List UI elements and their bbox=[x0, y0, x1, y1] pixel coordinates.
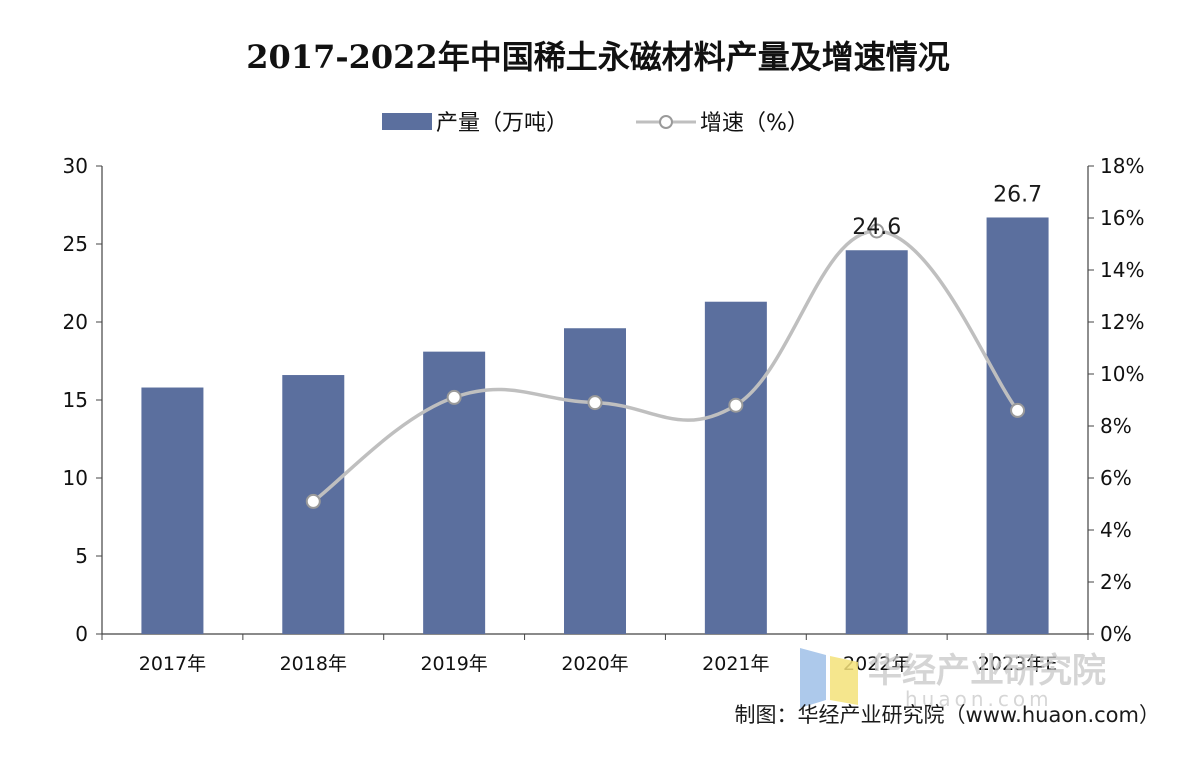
growth-point bbox=[587, 395, 603, 411]
bar-data-label: 24.6 bbox=[852, 215, 901, 240]
right-tick-label: 10% bbox=[1100, 362, 1144, 386]
watermark-logo-icon bbox=[800, 648, 826, 708]
production-bar bbox=[141, 387, 204, 634]
right-tick-label: 4% bbox=[1100, 518, 1132, 542]
growth-line bbox=[312, 229, 1019, 503]
category-label: 2023年E bbox=[978, 653, 1057, 675]
left-tick-label: 20 bbox=[63, 310, 88, 334]
growth-point bbox=[446, 389, 462, 405]
bar-data-label: 26.7 bbox=[993, 182, 1042, 207]
category-label: 2020年 bbox=[561, 653, 628, 675]
source-note: 制图：华经产业研究院（www.huaon.com） bbox=[735, 703, 1160, 727]
left-tick-label: 30 bbox=[63, 154, 88, 178]
legend-marker-growth bbox=[659, 115, 673, 129]
right-tick-label: 14% bbox=[1100, 258, 1144, 282]
production-bar bbox=[564, 328, 626, 634]
category-label: 2021年 bbox=[702, 653, 769, 675]
legend-swatch-production bbox=[382, 113, 432, 130]
category-label: 2018年 bbox=[280, 653, 347, 675]
growth-point bbox=[305, 493, 321, 509]
data-labels: 24.6 26.7 bbox=[852, 182, 1042, 240]
right-tick-label: 12% bbox=[1100, 310, 1144, 334]
right-tick-label: 16% bbox=[1100, 206, 1144, 230]
growth-point bbox=[728, 397, 744, 413]
right-tick-label: 0% bbox=[1100, 622, 1132, 646]
legend: 产量（万吨） 增速（%） bbox=[382, 111, 809, 136]
left-tick-label: 5 bbox=[75, 544, 88, 568]
left-tick-label: 15 bbox=[63, 388, 88, 412]
category-label: 2019年 bbox=[420, 653, 487, 675]
legend-label-production: 产量（万吨） bbox=[436, 111, 568, 136]
chart-title: 2017-2022年中国稀土永磁材料产量及增速情况 bbox=[246, 38, 949, 76]
right-tick-label: 6% bbox=[1100, 466, 1132, 490]
left-tick-label: 0 bbox=[75, 622, 88, 646]
left-tick-label: 25 bbox=[63, 232, 88, 256]
growth-line-series bbox=[305, 223, 1026, 509]
watermark-name: 华经产业研究院 bbox=[868, 651, 1106, 691]
right-tick-label: 8% bbox=[1100, 414, 1132, 438]
right-tick-label: 2% bbox=[1100, 570, 1132, 594]
left-tick-label: 10 bbox=[63, 466, 88, 490]
bar-series bbox=[141, 217, 1049, 635]
right-axis-ticks: 0% 2% 4% 6% 8% 10% 12% 14% 16% 18% bbox=[1088, 154, 1144, 646]
category-label: 2017年 bbox=[139, 653, 206, 675]
growth-point bbox=[1010, 402, 1026, 418]
production-bar bbox=[986, 217, 1049, 635]
left-axis-ticks: 0 5 10 15 20 25 30 bbox=[63, 154, 102, 646]
production-bar bbox=[845, 250, 908, 635]
growth-point bbox=[869, 223, 885, 239]
right-tick-label: 18% bbox=[1100, 154, 1144, 178]
watermark-domain: huaon.com bbox=[905, 687, 1053, 711]
legend-label-growth: 增速（%） bbox=[700, 111, 809, 136]
watermark: 华经产业研究院 huaon.com bbox=[800, 648, 1106, 711]
production-bar bbox=[704, 301, 767, 634]
category-axis-ticks: 2017年 2018年 2019年 2020年 2021年 2022年 2023年E bbox=[101, 634, 1089, 675]
category-label: 2022年 bbox=[843, 653, 910, 675]
watermark-logo-accent-icon bbox=[830, 656, 858, 705]
